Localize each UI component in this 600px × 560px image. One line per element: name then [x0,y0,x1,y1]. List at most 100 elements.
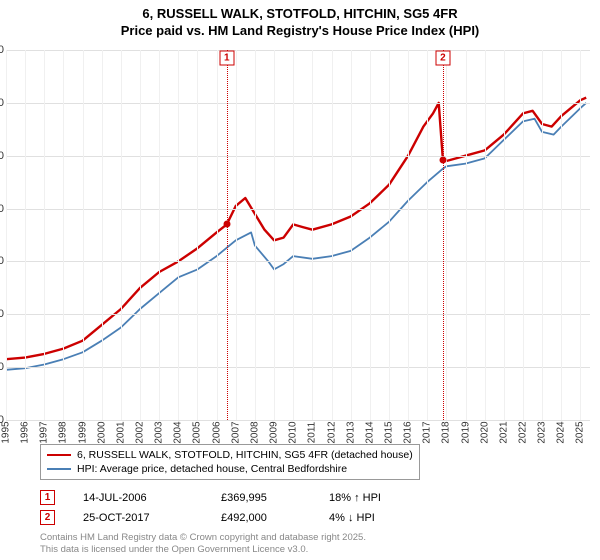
line-chart-svg [6,50,590,420]
x-tick-label: 2013 [345,421,356,443]
x-tick-label: 2001 [115,421,126,443]
title-line2: Price paid vs. HM Land Registry's House … [0,23,600,40]
x-tick-label: 1998 [58,421,69,443]
sale-price: £492,000 [221,512,301,524]
title-line1: 6, RUSSELL WALK, STOTFOLD, HITCHIN, SG5 … [0,6,600,23]
gridline-v [25,50,26,420]
legend-box: 6, RUSSELL WALK, STOTFOLD, HITCHIN, SG5 … [40,444,420,480]
series-price_paid [6,98,586,360]
gridline-v [542,50,543,420]
gridline-h [6,367,590,368]
x-tick-label: 2008 [249,421,260,443]
gridline-v [351,50,352,420]
footer-line2: This data is licensed under the Open Gov… [40,544,366,556]
x-tick-label: 2002 [135,421,146,443]
y-tick-label: £200,000 [0,308,4,320]
x-tick-label: 2004 [173,421,184,443]
gridline-h [6,314,590,315]
chart-plot-area: £0£100,000£200,000£300,000£400,000£500,0… [6,50,590,420]
footer-line1: Contains HM Land Registry data © Crown c… [40,532,366,544]
x-tick-label: 2016 [403,421,414,443]
gridline-v [293,50,294,420]
y-tick-label: £100,000 [0,361,4,373]
x-tick-label: 2011 [307,422,318,444]
x-tick-label: 2003 [154,421,165,443]
x-tick-label: 2019 [460,421,471,443]
gridline-h [6,261,590,262]
gridline-v [83,50,84,420]
gridline-v [140,50,141,420]
gridline-h [6,103,590,104]
series-hpi [6,103,586,370]
y-tick-label: £600,000 [0,97,4,109]
legend-label: 6, RUSSELL WALK, STOTFOLD, HITCHIN, SG5 … [77,449,413,461]
gridline-v [370,50,371,420]
gridline-h [6,209,590,210]
x-tick-label: 1999 [77,421,88,443]
x-tick-label: 2009 [269,421,280,443]
sale-delta: 4% ↓ HPI [329,512,375,524]
x-tick-label: 2021 [498,421,509,443]
x-tick-label: 1995 [1,421,12,443]
x-tick-label: 2006 [211,421,222,443]
y-tick-label: £300,000 [0,255,4,267]
gridline-v [255,50,256,420]
gridline-v [466,50,467,420]
gridline-v [446,50,447,420]
sale-dot [223,221,230,228]
legend-swatch [47,468,71,471]
legend-label: HPI: Average price, detached house, Cent… [77,463,347,475]
x-tick-label: 1996 [20,421,31,443]
gridline-v [178,50,179,420]
x-tick-label: 2010 [288,421,299,443]
x-tick-label: 2017 [422,421,433,443]
x-tick-label: 2012 [326,421,337,443]
sale-row: 1 14-JUL-2006 £369,995 18% ↑ HPI [40,490,381,505]
y-tick-label: £500,000 [0,150,4,162]
y-tick-label: £700,000 [0,44,4,56]
sale-row: 2 25-OCT-2017 £492,000 4% ↓ HPI [40,510,375,525]
footer-attribution: Contains HM Land Registry data © Crown c… [40,532,366,556]
sale-dot [439,156,446,163]
x-tick-label: 2024 [556,421,567,443]
chart-title: 6, RUSSELL WALK, STOTFOLD, HITCHIN, SG5 … [0,0,600,40]
sale-vline [227,50,228,420]
gridline-v [44,50,45,420]
sale-date: 25-OCT-2017 [83,512,193,524]
gridline-h [6,50,590,51]
gridline-v [332,50,333,420]
x-tick-label: 2018 [441,421,452,443]
gridline-v [159,50,160,420]
x-tick-label: 2015 [383,421,394,443]
gridline-v [561,50,562,420]
sale-marker-icon: 1 [40,490,55,505]
gridline-v [580,50,581,420]
gridline-v [217,50,218,420]
x-tick-label: 2023 [537,421,548,443]
sale-marker-icon: 2 [40,510,55,525]
gridline-h [6,156,590,157]
y-tick-label: £400,000 [0,203,4,215]
sale-vline [443,50,444,420]
gridline-v [427,50,428,420]
x-tick-label: 2020 [479,421,490,443]
legend-item: HPI: Average price, detached house, Cent… [47,462,413,476]
gridline-v [236,50,237,420]
legend-item: 6, RUSSELL WALK, STOTFOLD, HITCHIN, SG5 … [47,448,413,462]
x-tick-label: 2000 [96,421,107,443]
x-tick-label: 2025 [575,421,586,443]
gridline-v [485,50,486,420]
gridline-v [63,50,64,420]
gridline-v [312,50,313,420]
x-tick-label: 2022 [517,421,528,443]
gridline-v [389,50,390,420]
x-tick-label: 1997 [39,421,50,443]
gridline-v [121,50,122,420]
x-tick-label: 2005 [192,421,203,443]
x-tick-label: 2007 [230,421,241,443]
gridline-v [504,50,505,420]
sale-delta: 18% ↑ HPI [329,492,381,504]
x-tick-label: 2014 [364,421,375,443]
gridline-v [523,50,524,420]
gridline-v [408,50,409,420]
